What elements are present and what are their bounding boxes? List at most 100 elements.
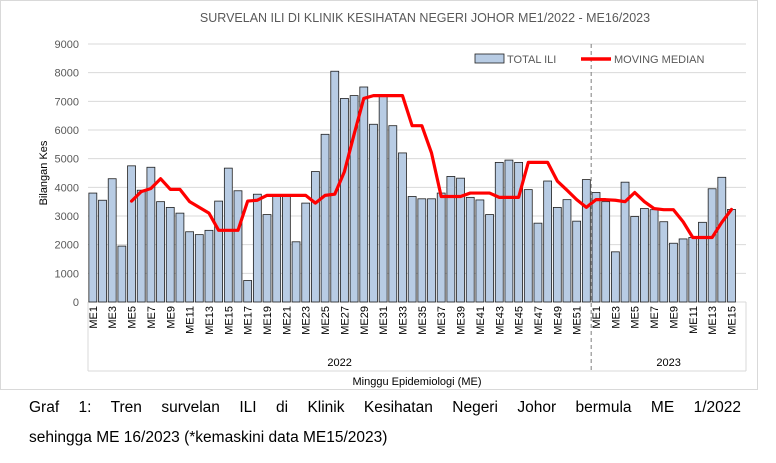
x-tick-label-57: ME5 [630, 306, 642, 329]
caption-line-2: sehingga ME 16/2023 (*kemaskini data ME1… [29, 429, 388, 446]
bar-18 [252, 193, 262, 303]
x-tick-labels: ME1 ME3 ME5 ME7 ME9 ME11 ME13 ME15 ME17 ME19 ME21 M… [88, 306, 739, 335]
bar-27 [340, 98, 349, 303]
x-tick-label-31: ME31 [378, 306, 390, 335]
bar-55 [611, 251, 620, 303]
bar-62 [678, 238, 688, 303]
bar-29 [359, 86, 369, 303]
bars-total-ili [88, 70, 736, 303]
moving-median-path [129, 94, 734, 240]
bar-16 [233, 190, 243, 303]
bar-58 [640, 208, 649, 303]
bar-63 [688, 237, 698, 303]
x-tick-label-53: ME1 [591, 306, 603, 329]
x-tick-label-25: ME25 [320, 306, 332, 335]
year-label-2023: 2023 [656, 357, 680, 369]
legend-label-moving-median: MOVING MEDIAN [614, 54, 705, 66]
bar-5 [127, 165, 136, 303]
bar-52 [581, 179, 591, 303]
bar-23 [301, 202, 311, 303]
bar-67 [727, 209, 736, 303]
bar-54 [601, 201, 611, 303]
bar-42 [485, 214, 494, 303]
bar-14 [214, 200, 223, 303]
bar-38 [446, 176, 456, 303]
legend: TOTAL ILI MOVING MEDIAN [474, 53, 705, 66]
x-tick-label-23: ME23 [301, 306, 313, 335]
bar-4 [117, 245, 127, 303]
bar-66 [717, 176, 727, 303]
bar-11 [185, 231, 194, 303]
x-tick-label-67: ME15 [726, 306, 738, 335]
moving-median-line [129, 94, 734, 240]
bar-64 [698, 221, 707, 303]
y-tick-label-6000: 6000 [55, 125, 79, 137]
bar-32 [388, 125, 398, 303]
y-tick-label-5000: 5000 [55, 154, 79, 166]
x-tick-label-27: ME27 [339, 306, 351, 335]
bar-59 [649, 209, 659, 303]
bar-24 [311, 171, 320, 303]
bar-39 [456, 177, 465, 303]
bar-31 [378, 95, 388, 303]
x-axis-title: Minggu Epidemiologi (ME) [353, 376, 482, 388]
bar-9 [165, 206, 175, 303]
y-tick-label-7000: 7000 [55, 96, 79, 108]
bar-40 [465, 196, 475, 303]
bar-45 [514, 161, 523, 303]
x-tick-label-47: ME47 [533, 306, 545, 335]
bar-61 [669, 242, 678, 303]
bar-37 [436, 192, 446, 303]
x-tick-label-59: ME7 [649, 306, 661, 329]
legend-swatch-total-ili [474, 53, 505, 64]
chart-title: SURVELAN ILI DI KLINIK KESIHATAN NEGERI … [200, 11, 650, 25]
bar-6 [136, 189, 146, 303]
x-tick-label-1: ME1 [88, 306, 100, 329]
x-tick-label-51: ME51 [572, 306, 584, 335]
y-tick-labels: 0 1000 2000 3000 4000 5000 6000 7000 8000 9000 [55, 39, 79, 309]
chart-svg: SURVELAN ILI DI KLINIK KESIHATAN NEGERI … [38, 11, 747, 388]
x-tick-label-61: ME9 [668, 306, 680, 329]
bar-47 [533, 222, 543, 303]
bar-44 [504, 159, 514, 303]
x-tick-label-49: ME49 [552, 306, 564, 335]
y-tick-label-3000: 3000 [55, 211, 79, 223]
bar-17 [243, 280, 253, 303]
x-tick-label-35: ME35 [417, 306, 429, 335]
bar-15 [223, 167, 233, 303]
x-tick-label-5: ME5 [127, 306, 139, 329]
y-tick-label-4000: 4000 [55, 182, 79, 194]
bar-20 [272, 194, 282, 303]
bar-41 [475, 199, 485, 303]
x-tick-label-55: ME3 [610, 306, 622, 329]
bar-19 [262, 214, 272, 303]
x-tick-label-11: ME11 [185, 306, 197, 334]
bar-48 [543, 180, 552, 303]
legend-label-total-ili: TOTAL ILI [507, 54, 556, 66]
x-tick-label-63: ME11 [688, 306, 700, 334]
x-tick-label-21: ME21 [281, 306, 293, 335]
x-tick-label-7: ME7 [146, 306, 158, 329]
bar-49 [552, 206, 562, 303]
bar-3 [107, 178, 117, 303]
x-tick-label-15: ME15 [223, 306, 235, 335]
x-tick-label-39: ME39 [456, 306, 468, 335]
x-tick-label-43: ME43 [494, 306, 506, 335]
bar-10 [175, 212, 185, 303]
bar-56 [620, 181, 630, 303]
bar-60 [659, 221, 669, 303]
y-axis-title: Bilangan Kes [38, 140, 50, 205]
bar-51 [572, 220, 582, 303]
bar-50 [562, 199, 572, 303]
bar-28 [349, 95, 359, 303]
bar-7 [146, 166, 156, 303]
caption-line-1: Graf 1: Tren survelan ILI di Klinik Kesi… [29, 399, 741, 416]
chart-frame: SURVELAN ILI DI KLINIK KESIHATAN NEGERI … [0, 0, 758, 390]
bar-65 [707, 188, 717, 303]
x-tick-label-19: ME19 [262, 306, 274, 335]
y-tick-label-8000: 8000 [55, 68, 79, 80]
x-tick-label-33: ME33 [397, 306, 409, 335]
bar-35 [417, 198, 427, 303]
bar-21 [282, 195, 291, 303]
year-labels: 2022 2023 [87, 44, 747, 372]
